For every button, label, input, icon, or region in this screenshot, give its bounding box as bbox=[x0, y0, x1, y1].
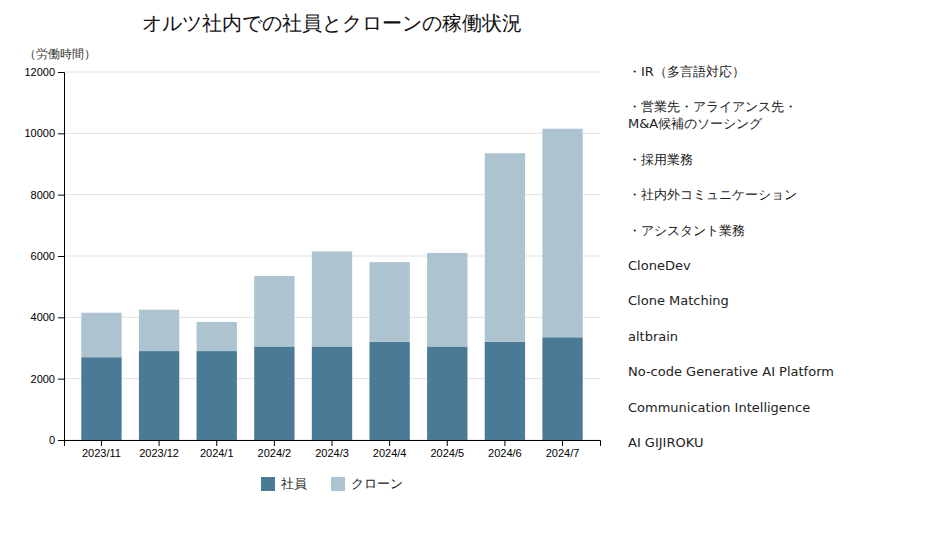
tick-mark bbox=[447, 440, 448, 446]
tick-label: 10000 bbox=[24, 127, 55, 139]
tick-mark bbox=[562, 440, 563, 446]
axis-line bbox=[58, 73, 65, 441]
title: オルツ社内での社員とクローンの稼働状況 bbox=[142, 11, 522, 35]
axis-line bbox=[65, 441, 601, 447]
tick-label: 6000 bbox=[31, 250, 55, 262]
tick-label: 2000 bbox=[31, 373, 55, 385]
bar bbox=[197, 322, 237, 351]
annotation: ・IR（多言語対応） bbox=[628, 64, 745, 79]
tick: 10000 bbox=[24, 127, 64, 139]
bar bbox=[427, 253, 467, 347]
annotation: ・社内外コミュニケーション bbox=[628, 187, 797, 202]
annotation: ・営業先・アライアンス先・M&A候補のソーシング bbox=[628, 99, 797, 131]
grid-line bbox=[64, 72, 600, 73]
bar bbox=[369, 342, 409, 440]
tick-label: 2023/12 bbox=[139, 447, 179, 459]
tick: 2023/11 bbox=[82, 440, 121, 459]
tick-mark bbox=[101, 440, 102, 446]
bar bbox=[369, 262, 409, 342]
tick: 6000 bbox=[31, 250, 64, 262]
legend-item: クローン bbox=[331, 476, 403, 491]
annotation: Clone Matching bbox=[628, 293, 729, 308]
bar bbox=[254, 276, 294, 347]
bar bbox=[197, 351, 237, 440]
legend-swatch bbox=[331, 477, 345, 491]
legend-label: 社員 bbox=[281, 476, 307, 491]
tick: 2000 bbox=[31, 373, 64, 385]
bar bbox=[312, 251, 352, 346]
tick-label: 12000 bbox=[24, 66, 55, 78]
grid-line bbox=[64, 133, 600, 134]
tick-label: 2024/4 bbox=[373, 447, 407, 459]
tick: 12000 bbox=[24, 66, 64, 78]
tick-mark bbox=[504, 440, 505, 446]
series bbox=[81, 129, 582, 357]
tick: 2023/12 bbox=[139, 440, 179, 459]
tick-mark bbox=[58, 379, 64, 380]
annotation: ・採用業務 bbox=[628, 152, 693, 167]
tick-mark bbox=[58, 317, 64, 318]
y-axis: 0 2000 4000 6000 8000 10000 12000 bbox=[24, 66, 64, 446]
tick-mark bbox=[58, 256, 64, 257]
legend-item: 社員 bbox=[261, 476, 307, 491]
bar bbox=[542, 129, 582, 338]
annotations: ・IR（多言語対応） ・営業先・アライアンス先・M&A候補のソーシング・採用業務・… bbox=[628, 64, 834, 450]
chart: 0200040006000800010000120002023/112023/1… bbox=[0, 0, 934, 546]
plot-area: 0200040006000800010000120002023/112023/1… bbox=[24, 66, 600, 459]
tick-label: 2024/3 bbox=[315, 447, 349, 459]
annotation: Communication Intelligence bbox=[628, 400, 810, 415]
tick-label: 2024/5 bbox=[430, 447, 464, 459]
bar bbox=[312, 346, 352, 440]
tick-mark bbox=[58, 440, 64, 441]
tick-label: 4000 bbox=[31, 311, 55, 323]
tick: 2024/2 bbox=[258, 440, 292, 459]
bars bbox=[81, 129, 582, 440]
bar bbox=[485, 153, 525, 342]
legend-label: クローン bbox=[351, 476, 403, 491]
tick: 2024/1 bbox=[200, 440, 234, 459]
grid bbox=[64, 72, 600, 440]
legend: 社員 クローン bbox=[261, 476, 403, 491]
tick: 2024/7 bbox=[546, 440, 580, 459]
legend-swatch bbox=[261, 477, 275, 491]
tick: 2024/6 bbox=[488, 440, 522, 459]
tick: 8000 bbox=[31, 189, 64, 201]
tick: 0 bbox=[49, 434, 64, 446]
annotation: No-code Generative AI Platform bbox=[628, 364, 834, 379]
tick-mark bbox=[332, 440, 333, 446]
annotation: CloneDev bbox=[628, 258, 691, 273]
bar bbox=[81, 357, 121, 440]
series bbox=[81, 337, 582, 440]
tick-mark bbox=[159, 440, 160, 446]
tick-label: 8000 bbox=[31, 189, 55, 201]
tick-label: 2024/2 bbox=[258, 447, 292, 459]
tick-mark bbox=[216, 440, 217, 446]
bar bbox=[542, 337, 582, 440]
annotation: AI GIJIROKU bbox=[628, 435, 703, 450]
tick-mark bbox=[274, 440, 275, 446]
tick-mark bbox=[58, 195, 64, 196]
bar bbox=[139, 351, 179, 440]
bar bbox=[139, 310, 179, 351]
annotation: ・アシスタント業務 bbox=[628, 223, 745, 238]
tick: 2024/5 bbox=[430, 440, 464, 459]
tick-mark bbox=[58, 72, 64, 73]
tick: 4000 bbox=[31, 311, 64, 323]
tick-label: 2023/11 bbox=[82, 447, 121, 459]
bar bbox=[254, 346, 294, 440]
x-axis: 2023/11 2023/12 2024/1 2024/2 2024/3 2024/4 20… bbox=[65, 440, 601, 459]
tick: 2024/3 bbox=[315, 440, 349, 459]
tick-label: 2024/6 bbox=[488, 447, 522, 459]
tick-mark bbox=[389, 440, 390, 446]
tick-label: 2024/7 bbox=[546, 447, 580, 459]
tick: 2024/4 bbox=[373, 440, 407, 459]
bar bbox=[81, 313, 121, 357]
tick-label: 0 bbox=[49, 434, 55, 446]
tick-mark bbox=[58, 133, 64, 134]
annotation: altbrain bbox=[628, 329, 678, 344]
tick-label: 2024/1 bbox=[200, 447, 234, 459]
bar bbox=[485, 342, 525, 440]
bar bbox=[427, 346, 467, 440]
y-label: （労働時間） bbox=[24, 47, 96, 61]
